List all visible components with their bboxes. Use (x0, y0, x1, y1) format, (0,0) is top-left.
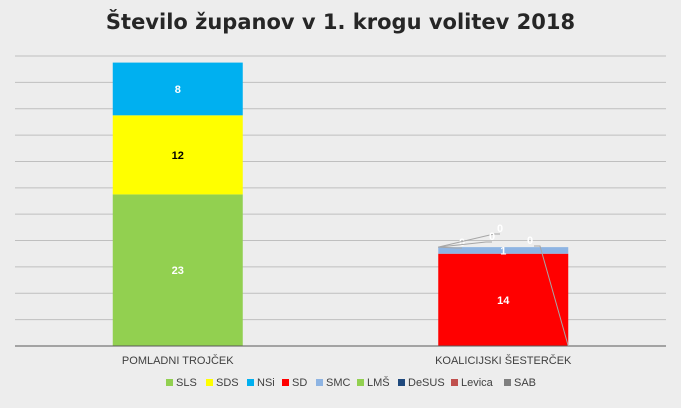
bar-nsi-pomladni-trojcek (112, 62, 243, 116)
legend-item-sd: SD (282, 377, 307, 389)
legend-swatch (166, 379, 173, 386)
legend-item-sab: SAB (504, 377, 536, 389)
data-label: 14 (497, 295, 510, 307)
leader-line (534, 245, 569, 347)
legend-swatch (451, 379, 458, 386)
legend-label: SD (292, 377, 307, 389)
legend-item-nsi: NSi (247, 377, 275, 389)
legend-label: SDS (216, 377, 239, 389)
legend-label: SLS (176, 377, 197, 389)
x-tick-label: POMLADNI TROJČEK (122, 354, 234, 367)
legend-item-lms: LMŠ (357, 376, 390, 389)
legend-item-levica: Levica (451, 377, 494, 389)
legend-swatch (398, 379, 405, 386)
data-label: 1 (500, 245, 506, 257)
legend-swatch (316, 379, 323, 386)
legend-item-smc: SMC (316, 377, 351, 389)
legend-swatch (504, 379, 511, 386)
data-label: 12 (172, 150, 184, 162)
data-label: 0 (489, 231, 495, 243)
legend-swatch (206, 379, 213, 386)
data-label: 23 (172, 265, 184, 277)
legend-label: SMC (326, 377, 351, 389)
legend-label: DeSUS (408, 377, 445, 389)
x-tick-label: KOALICIJSKI ŠESTERČEK (435, 354, 572, 367)
leader-line (438, 241, 492, 248)
legend-item-sls: SLS (166, 377, 197, 389)
bar-sds-pomladni-trojcek (112, 115, 243, 195)
legend-label: LMŠ (367, 376, 390, 389)
legend-item-sds: SDS (206, 377, 239, 389)
legend-swatch (247, 379, 254, 386)
legend-swatch (357, 379, 364, 386)
bar-smc-koalicijski-sestercek (438, 247, 569, 254)
bar-lms-pomladni-trojcek (112, 194, 243, 346)
data-label: 0 (459, 237, 465, 249)
legend-label: Levica (461, 377, 494, 389)
legend-item-desus: DeSUS (398, 377, 445, 389)
data-label: 0 (527, 235, 533, 247)
data-label: 0 (497, 223, 503, 235)
legend-label: SAB (514, 377, 536, 389)
leader-line (438, 246, 462, 249)
leader-line (438, 233, 500, 248)
data-label: 8 (175, 84, 181, 96)
chart-title: Število županov v 1. krogu volitev 2018 (105, 10, 576, 34)
legend-label: NSi (257, 377, 275, 389)
legend-swatch (282, 379, 289, 386)
